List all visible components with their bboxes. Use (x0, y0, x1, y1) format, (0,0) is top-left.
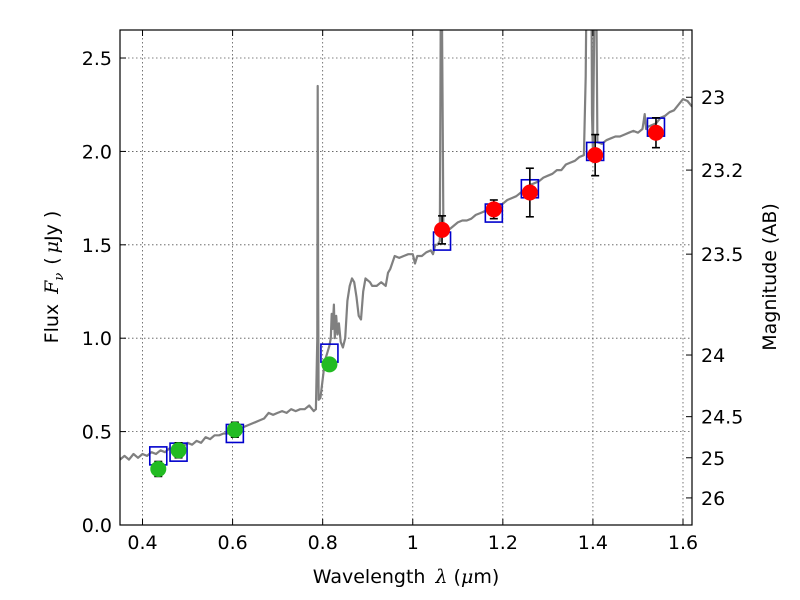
infrared-point (485, 201, 502, 218)
x-axis-label: Wavelength λ (μm) (313, 566, 499, 588)
y2-tick-label: 26 (701, 488, 725, 510)
spectrum-layer (120, 30, 692, 461)
model-photometry-layer (148, 117, 666, 466)
y-axis-label: FluxFν(μJy ) (41, 211, 67, 344)
y-tick-label: 1.0 (82, 328, 112, 350)
y2-tick-label: 25 (701, 448, 725, 470)
plot-frame (119, 29, 693, 526)
y-tick-label: 2.5 (82, 48, 112, 70)
y-tick-label: 0.0 (82, 515, 112, 537)
y-tick-label: 1.5 (82, 235, 112, 257)
optical-point (150, 460, 167, 477)
x-tick-label: 1.6 (668, 532, 698, 554)
x-tick-label: 0.6 (217, 532, 247, 554)
spectrum-line (120, 30, 692, 461)
grid-lines (120, 30, 692, 526)
x-tick-label: 0.8 (308, 532, 338, 554)
x-tick-label: 0.4 (127, 532, 157, 554)
x-tick-label: 1.2 (488, 532, 518, 554)
y2-tick-label: 24 (701, 345, 725, 367)
y-tick-label: 2.0 (82, 141, 112, 163)
x-axis-ticks: 0.4 0.6 0.8 1 1.2 1.4 1.6 (127, 30, 698, 554)
y2-tick-label: 23.2 (701, 160, 743, 182)
y2-tick-label: 24.5 (701, 407, 743, 429)
observed-photometry-layer (150, 116, 664, 478)
y2-tick-label: 23.5 (701, 244, 743, 266)
y2-tick-label: 23 (701, 87, 725, 109)
x-tick-label: 1.4 (578, 532, 608, 554)
y2-axis-label: Magnitude (AB) (759, 203, 781, 351)
optical-point (321, 356, 338, 373)
infrared-point (587, 147, 604, 164)
optical-point (226, 421, 243, 438)
y-axis-ticks: 0.0 0.5 1.0 1.5 2.0 2.5 (82, 48, 126, 537)
infrared-point (647, 124, 664, 141)
infrared-point (434, 221, 451, 238)
y2-axis-ticks: 23 23.2 23.5 24 24.5 25 26 (686, 87, 743, 510)
y-tick-label: 0.5 (82, 422, 112, 444)
x-tick-label: 1 (407, 532, 419, 554)
infrared-point (521, 184, 538, 201)
optical-point (170, 442, 187, 459)
